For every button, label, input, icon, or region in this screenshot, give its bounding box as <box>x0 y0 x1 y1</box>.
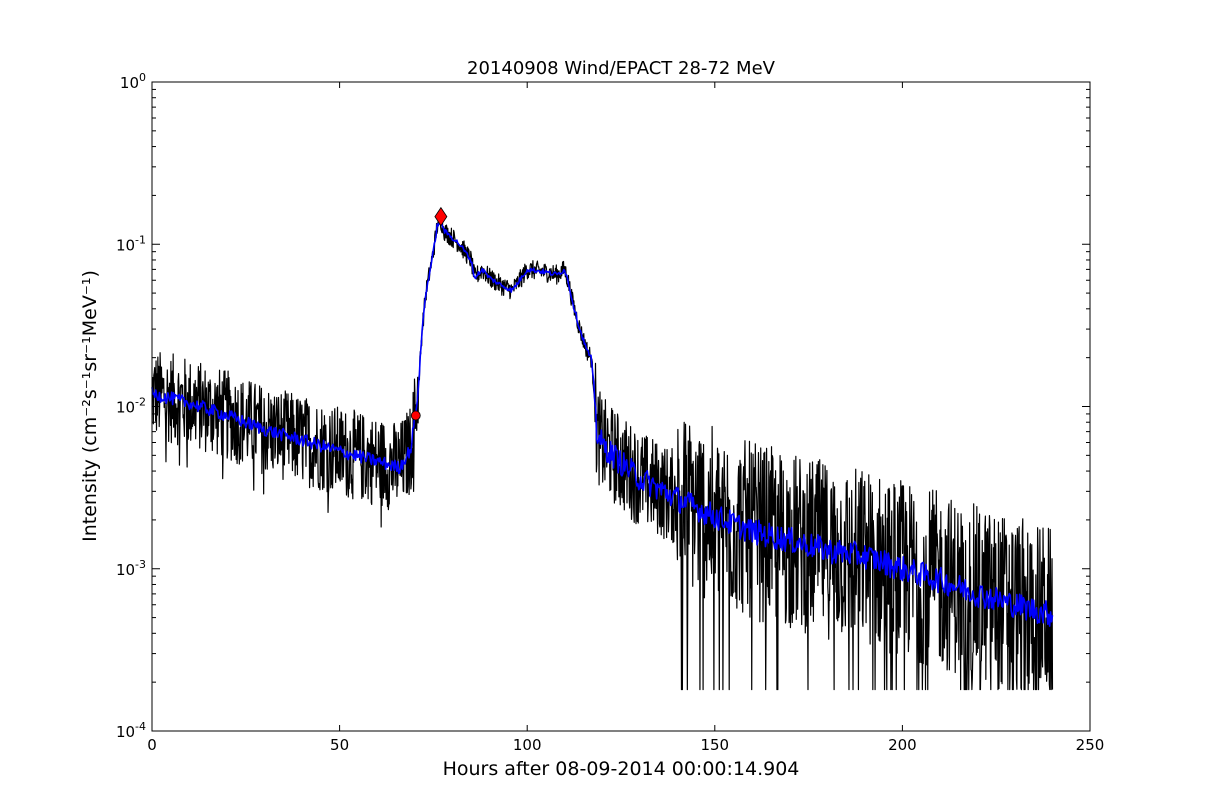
chart-title: 20140908 Wind/EPACT 28-72 MeV <box>467 58 776 79</box>
x-tick-label: 0 <box>147 736 157 754</box>
x-tick-label: 250 <box>1076 736 1105 754</box>
y-tick-label: 10-1 <box>116 233 146 254</box>
y-tick-label: 100 <box>120 71 146 92</box>
x-axis-label: Hours after 08-09-2014 00:00:14.904 <box>443 758 800 780</box>
y-tick-label: 10-3 <box>116 558 146 579</box>
plot-area <box>151 206 1054 691</box>
peak-marker <box>434 206 448 227</box>
x-tick-label: 100 <box>513 736 542 754</box>
series-line-1 <box>151 218 1054 627</box>
onset-marker <box>410 410 421 421</box>
y-tick-label: 10-4 <box>116 720 146 741</box>
series-line-0 <box>151 215 1054 691</box>
axis-ticks: 0 50 100 150 200 250 10-4 10-3 10-2 10-1 100 <box>116 71 1104 754</box>
x-tick-label: 50 <box>330 736 349 754</box>
x-tick-label: 200 <box>888 736 917 754</box>
y-axis-label: Intensity (cm⁻²s⁻¹sr⁻¹MeV⁻¹) <box>79 270 101 542</box>
x-tick-label: 150 <box>700 736 729 754</box>
y-tick-label: 10-2 <box>116 396 146 417</box>
